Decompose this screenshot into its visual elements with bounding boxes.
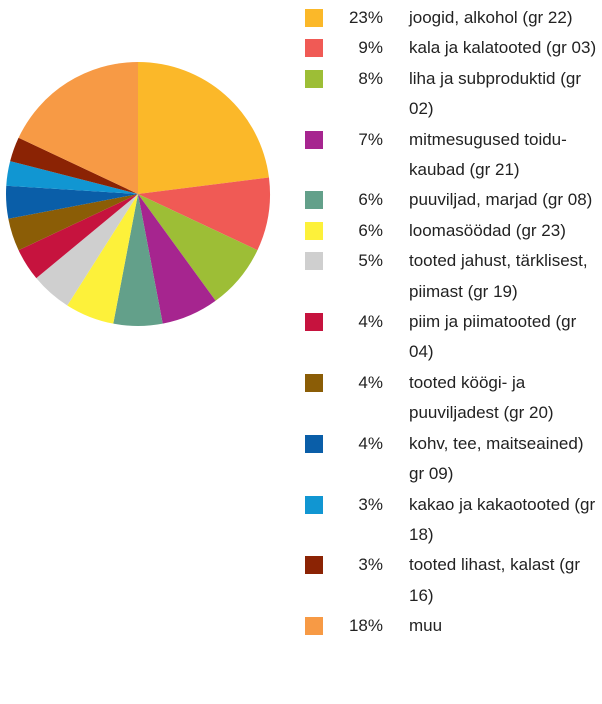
legend-item: 9% kala ja kalatooted (gr 03) <box>305 33 602 63</box>
pie-slice <box>138 62 269 194</box>
value-label: 6% <box>358 220 383 240</box>
legend-swatch <box>305 191 323 210</box>
pie-slice <box>138 177 270 251</box>
legend-item: 4% piim ja piimatooted (gr 04) <box>305 307 602 368</box>
pie-slice <box>8 194 138 251</box>
value-label: 8% <box>358 68 383 88</box>
pie-slice <box>113 194 163 327</box>
legend-label: tooted lihast, kalast (gr 16) <box>409 555 581 605</box>
legend-item: 3% kakao ja kakaotooted (gr 18) <box>305 490 602 551</box>
pie-slice <box>10 137 139 194</box>
legend-swatch <box>305 252 323 271</box>
pie-chart <box>6 62 270 327</box>
pie-slice <box>6 161 139 194</box>
legend-label: kala ja kalatooted (gr 03) <box>409 38 597 58</box>
legend-item: 6% loomasöödad (gr 23) <box>305 216 602 246</box>
legend: 23% joogid, alkohol (gr 22) 9% kala ja kala… <box>305 3 602 642</box>
legend-swatch <box>305 221 323 240</box>
value-label: 4% <box>358 372 383 392</box>
legend-item: 4% tooted köögi- ja puuviljadest (gr 20) <box>305 368 602 429</box>
legend-swatch <box>305 313 323 332</box>
value-label: 3% <box>358 555 383 575</box>
pie-slice <box>18 194 139 279</box>
legend-label: loomasöödad (gr 23) <box>409 220 566 240</box>
value-label: 4% <box>358 433 383 453</box>
pie-slice <box>67 194 138 324</box>
value-label: 6% <box>358 190 383 210</box>
legend-swatch <box>305 69 323 88</box>
legend-swatch <box>305 495 323 514</box>
legend-label: kohv, tee, maitse­ained) gr 09) <box>409 433 584 484</box>
legend-swatch <box>305 373 323 392</box>
legend-swatch <box>305 130 323 149</box>
legend-item: 4% kohv, tee, maitse­ained) gr 09) <box>305 429 602 490</box>
legend-item: 18% muu <box>305 611 602 641</box>
legend-item: 23% joogid, alkohol (gr 22) <box>305 3 602 33</box>
legend-item: 3% tooted lihast, kalast (gr 16) <box>305 550 602 611</box>
value-label: 18% <box>348 616 383 636</box>
legend-label: muu <box>409 616 443 636</box>
pie-slice <box>138 194 258 301</box>
legend-item: 6% puuviljad, marjad (gr 08) <box>305 185 602 215</box>
pie-slice <box>6 185 139 219</box>
pie-slice <box>138 194 216 324</box>
legend-label: joogid, alkohol (gr 22) <box>409 8 573 27</box>
legend-label: kakao ja kakaotooted (gr 18) <box>409 494 596 544</box>
legend-item: 8% liha ja subproduktid (gr 02) <box>305 64 602 125</box>
value-label: 4% <box>358 312 383 332</box>
value-label: 9% <box>358 38 383 58</box>
legend-label: tooted köögi- ja puuviljadest (gr 20) <box>409 372 554 423</box>
value-label: 5% <box>358 251 383 271</box>
legend-swatch <box>305 434 323 453</box>
legend-item: 5% tooted jahust, tärkli­sest, piimast (g… <box>305 246 602 307</box>
value-label: 23% <box>348 8 383 27</box>
legend-label: mitmesugused toidu­kaubad (gr 21) <box>409 129 567 180</box>
legend-swatch <box>305 9 323 27</box>
legend-label: tooted jahust, tärkli­sest, piimast (gr … <box>409 251 588 301</box>
legend-swatch <box>305 39 323 58</box>
legend-swatch <box>305 617 323 636</box>
legend-swatch <box>305 556 323 575</box>
value-label: 3% <box>358 494 383 514</box>
pie-slice <box>18 62 139 194</box>
value-label: 7% <box>358 129 383 149</box>
legend-label: piim ja piimatooted (gr 04) <box>409 312 577 362</box>
pie-slice <box>36 194 138 306</box>
legend-label: liha ja subproduktid (gr 02) <box>409 68 581 119</box>
legend-label: puuviljad, marjad (gr 08) <box>409 190 593 210</box>
legend-item: 7% mitmesugused toidu­kaubad (gr 21) <box>305 125 602 186</box>
